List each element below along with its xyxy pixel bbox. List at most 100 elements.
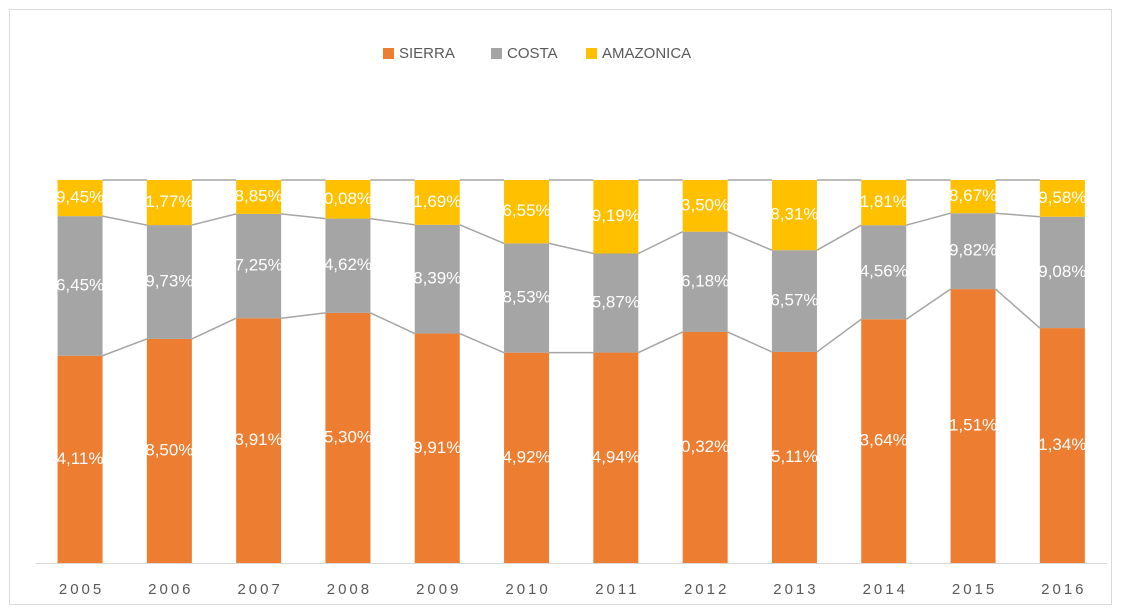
data-label: 5,87% bbox=[592, 293, 640, 312]
data-label: 1,51% bbox=[949, 416, 997, 435]
x-tick-label: 2013 bbox=[773, 581, 818, 598]
data-label: 5,11% bbox=[771, 447, 818, 466]
bar-segment bbox=[861, 319, 907, 563]
bar-segment bbox=[682, 331, 728, 563]
series-line bbox=[281, 312, 326, 319]
series-line bbox=[638, 231, 683, 255]
data-label: 4,62% bbox=[324, 255, 372, 274]
bar-segment bbox=[1039, 328, 1085, 563]
data-label: 1,77% bbox=[145, 192, 193, 211]
data-label: 4,92% bbox=[502, 447, 550, 466]
bar-segment bbox=[593, 352, 639, 563]
x-tick-label: 2016 bbox=[1041, 581, 1086, 598]
series-line bbox=[906, 212, 951, 226]
bar-segment bbox=[950, 289, 996, 563]
bar-segment bbox=[950, 180, 996, 214]
data-label: 8,31% bbox=[770, 205, 818, 224]
bar-segment bbox=[236, 213, 282, 319]
bar-segment bbox=[325, 218, 371, 313]
bar-segment bbox=[1039, 180, 1085, 217]
bar-segment bbox=[504, 352, 550, 563]
legend-swatch bbox=[491, 48, 502, 59]
bar-segment bbox=[682, 231, 728, 332]
bar-segment bbox=[57, 355, 103, 563]
legend-label: COSTA bbox=[507, 45, 558, 62]
data-label: 9,45% bbox=[56, 188, 104, 207]
series-line bbox=[727, 231, 773, 251]
x-tick-label: 2005 bbox=[59, 581, 104, 598]
data-label: 6,45% bbox=[56, 275, 104, 294]
series-line bbox=[281, 213, 326, 220]
x-tick-label: 2011 bbox=[595, 581, 639, 598]
series-line bbox=[102, 215, 147, 226]
data-label: 4,94% bbox=[592, 447, 640, 466]
data-label: 9,58% bbox=[1038, 188, 1086, 207]
data-label: 3,64% bbox=[860, 431, 908, 450]
series-line bbox=[638, 331, 683, 354]
series-line bbox=[995, 288, 1041, 329]
data-label: 4,56% bbox=[860, 262, 908, 281]
data-label: 4,11% bbox=[57, 449, 104, 468]
data-label: 9,91% bbox=[413, 438, 461, 457]
series-line bbox=[459, 224, 505, 245]
data-label: 1,34% bbox=[1038, 435, 1086, 454]
bar-segment bbox=[771, 250, 817, 352]
data-label: 9,08% bbox=[1038, 262, 1086, 281]
bar-segment bbox=[861, 225, 907, 320]
bar-segment bbox=[236, 179, 282, 214]
data-label: 8,53% bbox=[502, 288, 550, 307]
data-label: 8,50% bbox=[145, 440, 193, 459]
bar-segment bbox=[950, 213, 996, 290]
bar-segment bbox=[504, 243, 550, 353]
series-line bbox=[370, 217, 415, 226]
series-line bbox=[459, 332, 505, 354]
bar-segment bbox=[504, 180, 550, 244]
bar-segment bbox=[593, 253, 639, 353]
data-label: 1,69% bbox=[413, 192, 461, 211]
series-line bbox=[816, 318, 862, 353]
data-label: 8,67% bbox=[949, 186, 997, 205]
data-label: 9,19% bbox=[592, 206, 640, 225]
data-label: 6,57% bbox=[770, 291, 818, 310]
bar-segment bbox=[57, 179, 103, 217]
series-line bbox=[191, 317, 237, 340]
data-label: 3,50% bbox=[681, 195, 729, 214]
data-label: 0,32% bbox=[681, 437, 729, 456]
bar-segment bbox=[325, 312, 371, 563]
x-tick-label: 2006 bbox=[148, 581, 193, 598]
x-tick-label: 2014 bbox=[863, 581, 908, 598]
x-tick-label: 2007 bbox=[237, 581, 282, 598]
data-label: 5,30% bbox=[324, 427, 372, 446]
series-line bbox=[548, 242, 594, 255]
x-tick-label: 2009 bbox=[416, 581, 461, 598]
legend-label: AMAZONICA bbox=[602, 45, 691, 62]
data-label: 6,55% bbox=[502, 201, 550, 220]
series-line bbox=[905, 288, 951, 320]
series-line bbox=[191, 213, 237, 226]
legend-label: SIERRA bbox=[399, 45, 455, 62]
bar-segment bbox=[146, 180, 192, 226]
bar-segment bbox=[325, 180, 371, 219]
bar-segment bbox=[146, 338, 192, 563]
bar-segment bbox=[236, 318, 282, 563]
chart-border bbox=[9, 9, 1112, 605]
data-label: 8,85% bbox=[235, 186, 283, 205]
data-label: 7,25% bbox=[235, 256, 283, 275]
series-line bbox=[995, 212, 1040, 218]
data-label: 9,82% bbox=[949, 241, 997, 260]
series-line bbox=[102, 338, 148, 357]
data-label: 0,08% bbox=[324, 189, 372, 208]
bar-segment bbox=[414, 180, 460, 225]
bar-segment bbox=[593, 180, 639, 254]
x-tick-label: 2012 bbox=[684, 581, 729, 598]
x-tick-label: 2008 bbox=[327, 581, 372, 598]
data-label: 8,39% bbox=[413, 269, 461, 288]
bar-segment bbox=[771, 180, 817, 251]
bar-segment bbox=[1039, 216, 1085, 329]
series-line bbox=[370, 312, 416, 335]
data-label: 1,81% bbox=[860, 192, 908, 211]
x-tick-label: 2010 bbox=[505, 581, 550, 598]
series-line bbox=[727, 331, 773, 353]
data-label: 3,91% bbox=[235, 430, 283, 449]
